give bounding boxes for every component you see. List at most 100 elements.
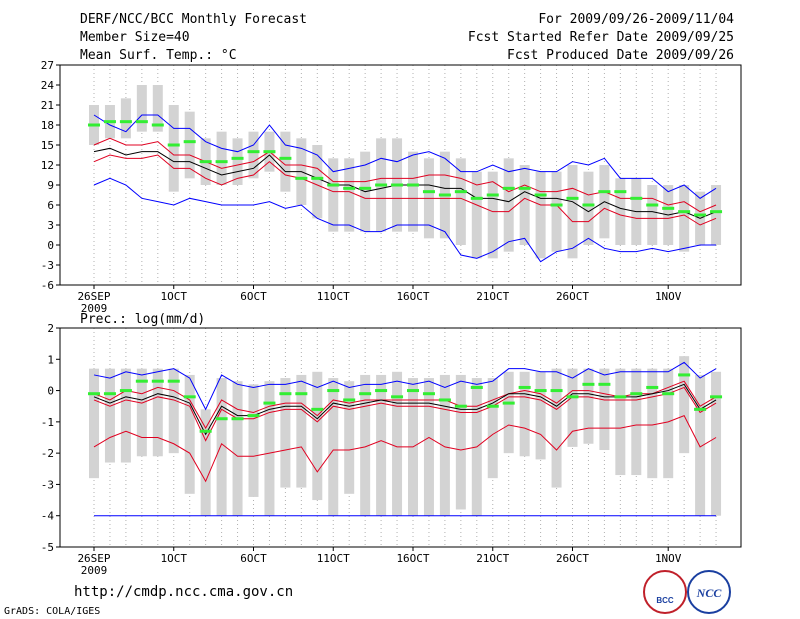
ensemble-mark — [183, 140, 196, 144]
y-tick-label: 18 — [41, 119, 54, 132]
y-tick-label: 1 — [47, 353, 54, 366]
forecast-range: For 2009/09/26-2009/11/04 — [538, 12, 734, 27]
series-min — [93, 177, 717, 263]
box-bar — [503, 158, 514, 252]
ensemble-mark — [662, 392, 675, 396]
forecast-started: Fcst Started Refer Date 2009/09/25 — [467, 30, 734, 45]
box-bar — [631, 368, 642, 476]
ensemble-mark — [534, 193, 547, 197]
ensemble-mark — [167, 143, 180, 147]
x-tick-label: 6OCT — [240, 290, 267, 303]
box-bar — [232, 381, 243, 516]
x-tick-label: 11OCT — [317, 290, 350, 303]
ensemble-mark — [486, 193, 499, 197]
ensemble-mark — [518, 385, 531, 389]
ensemble-mark — [359, 392, 372, 396]
ensemble-mark — [470, 196, 483, 200]
ensemble-mark — [215, 160, 228, 164]
ensemble-mark — [678, 373, 691, 377]
x-tick-label: 1OCT — [161, 552, 188, 565]
series-max — [93, 361, 717, 411]
ensemble-mark — [438, 193, 451, 197]
box-bar — [647, 185, 658, 245]
ncc-logo-text: NCC — [696, 586, 722, 600]
grads-credit: GrADS: COLA/IGES — [4, 606, 101, 617]
box-bar — [567, 165, 578, 259]
y-tick-label: -4 — [41, 510, 55, 523]
series-q_upper — [93, 137, 717, 213]
ensemble-mark — [407, 389, 419, 393]
ensemble-mark — [247, 414, 260, 418]
box-bar — [487, 171, 498, 259]
box-bar — [264, 381, 275, 516]
box-bar — [344, 381, 355, 494]
x-tick-label: 26OCT — [556, 552, 589, 565]
ensemble-mark — [167, 379, 180, 383]
y-tick-label: 12 — [41, 159, 54, 172]
box-bar — [535, 171, 546, 259]
box-bar — [439, 374, 450, 516]
ensemble-mark — [694, 407, 707, 411]
ensemble-mark — [694, 213, 707, 217]
y-tick-label: 9 — [47, 179, 54, 192]
chart-title: DERF/NCC/BCC Monthly Forecast — [80, 12, 307, 27]
plot-frame — [59, 327, 742, 548]
series-q_lower — [93, 386, 717, 442]
box-bar — [583, 368, 594, 444]
source-url[interactable]: http://cmdp.ncc.cma.gov.cn — [74, 584, 294, 600]
ensemble-mark — [646, 203, 659, 207]
x-tick-label: 16OCT — [396, 552, 429, 565]
prec-label: Prec.: log(mm/d) — [80, 312, 206, 327]
box-bar — [152, 85, 163, 132]
y-tick-label: 2 — [47, 322, 54, 335]
y-tick-label: -3 — [41, 259, 54, 272]
ensemble-mark — [598, 190, 611, 194]
y-tick-label: -5 — [41, 541, 54, 554]
ensemble-mark — [279, 156, 292, 160]
x-tick-label: 6OCT — [240, 552, 267, 565]
box-bar — [360, 374, 371, 516]
x-tick-label: 21OCT — [476, 552, 509, 565]
ensemble-mark — [566, 395, 579, 399]
box-bar — [328, 378, 339, 516]
box-bar — [168, 368, 179, 454]
ensemble-mark — [614, 190, 627, 194]
box-bar — [328, 158, 339, 232]
x-tick-label: 11OCT — [317, 552, 350, 565]
series-mean — [93, 147, 717, 219]
box-bar — [679, 185, 690, 252]
box-bar — [392, 371, 403, 516]
box-bar — [599, 368, 610, 451]
ensemble-mark — [454, 190, 467, 194]
box-bar — [184, 111, 195, 179]
ensemble-mark — [391, 395, 404, 399]
box-bar — [136, 368, 147, 457]
box-bar — [248, 131, 259, 179]
box-bar — [583, 171, 594, 245]
box-bar — [232, 138, 243, 185]
ensemble-mark — [662, 206, 675, 210]
ensemble-mark — [422, 392, 435, 396]
ensemble-mark — [119, 120, 132, 124]
plot-frame — [59, 64, 742, 286]
ensemble-mark — [183, 395, 196, 399]
box-bar — [615, 178, 626, 245]
forecast-produced: Fcst Produced Date 2009/09/26 — [507, 48, 734, 63]
box-bar — [551, 368, 562, 488]
ensemble-mark — [566, 196, 579, 200]
ensemble-mark — [327, 389, 340, 393]
x-tick-label: 26SEP — [77, 290, 110, 303]
bcc-logo-text: BCC — [656, 596, 674, 605]
box-bar — [503, 371, 514, 454]
box-bar — [487, 378, 498, 479]
ensemble-mark — [614, 395, 627, 399]
ensemble-mark — [518, 186, 531, 190]
ensemble-mark — [502, 186, 515, 190]
ensemble-mark — [550, 203, 563, 207]
y-tick-label: 21 — [41, 99, 54, 112]
y-tick-label: -2 — [41, 447, 54, 460]
box-bar — [551, 171, 562, 252]
box-bar — [216, 131, 227, 185]
ensemble-mark — [263, 150, 276, 154]
